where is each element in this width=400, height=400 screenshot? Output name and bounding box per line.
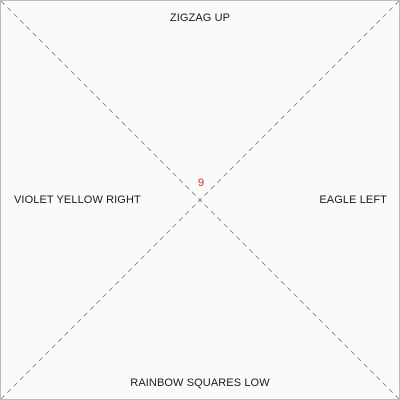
left-zone-label[interactable]: VIOLET YELLOW RIGHT — [14, 194, 141, 206]
center-number: 9 — [197, 177, 205, 189]
bottom-zone-label[interactable]: RAINBOW SQUARES LOW — [130, 377, 270, 389]
right-zone-label[interactable]: EAGLE LEFT — [319, 194, 387, 206]
top-zone-label[interactable]: ZIGZAG UP — [169, 12, 231, 24]
